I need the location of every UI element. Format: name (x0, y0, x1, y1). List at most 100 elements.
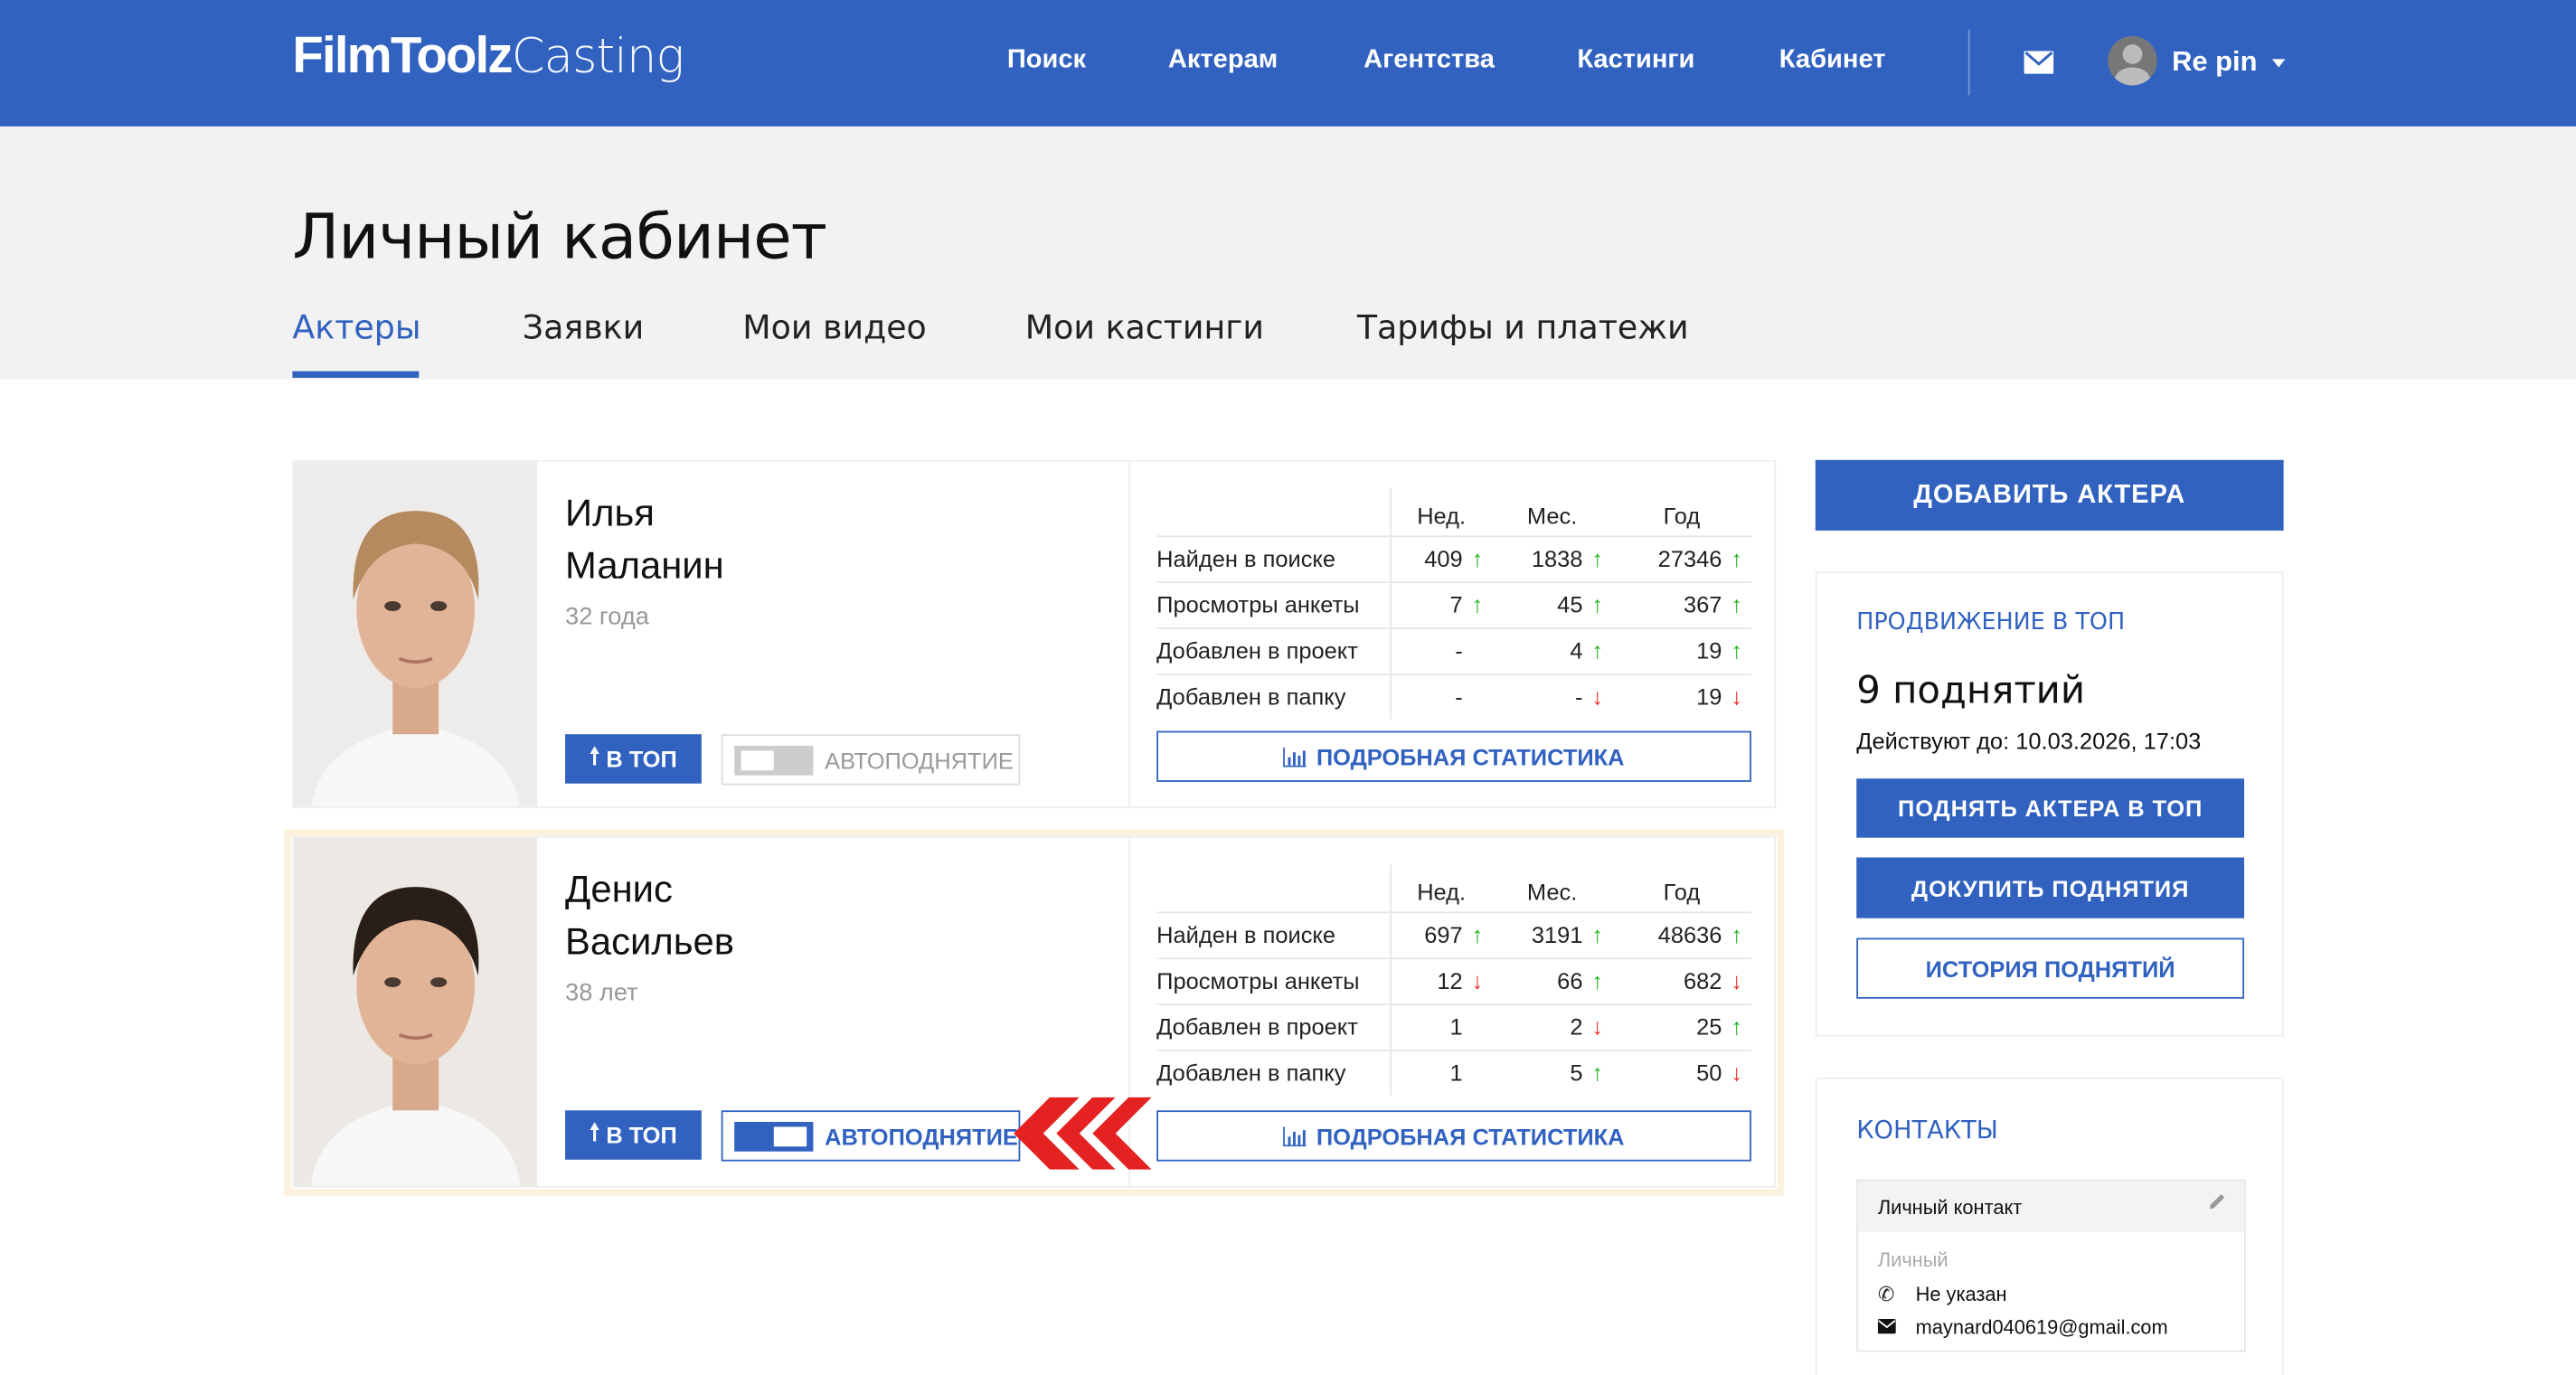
arrow-up-icon: ↑ (1471, 545, 1484, 572)
detailed-stats-button[interactable]: ПОДРОБНАЯ СТАТИСТИКА (1156, 1110, 1751, 1162)
stats-value: 5 (1570, 1060, 1583, 1087)
envelope-icon[interactable] (2024, 51, 2054, 74)
stats-cell: 19 ↑ (1611, 626, 1751, 673)
auto-raise-label: АВТОПОДНЯТИЕ (825, 1122, 1018, 1149)
stats-row: Добавлен в папку - - ↓ 19 ↓ (1156, 673, 1751, 720)
arrow-down-icon: ↓ (1471, 967, 1484, 994)
stats-row-label: Найден в поиске (1156, 910, 1391, 958)
auto-raise-toggle[interactable]: АВТОПОДНЯТИЕ (721, 1110, 1021, 1162)
stats-cell: 1 (1389, 1003, 1493, 1050)
page-header (0, 126, 2576, 380)
nav-castings[interactable]: Кастинги (1577, 45, 1695, 74)
logo[interactable]: FilmToolzCasting (292, 26, 684, 85)
actor-last-name[interactable]: Васильев (565, 919, 735, 963)
actor-last-name[interactable]: Маланин (565, 543, 724, 587)
top-navbar: FilmToolzCasting Поиск Актерам Агентства… (0, 0, 2576, 127)
stats-value: - (1455, 636, 1463, 664)
stats-cell: 27346 ↑ (1611, 534, 1751, 582)
stats-value: 3191 (1531, 921, 1583, 948)
bar-chart-icon (1283, 1125, 1307, 1146)
arrow-up-icon: ↑ (1591, 921, 1603, 948)
actor-photo[interactable] (294, 461, 538, 807)
stats-table: Нед. Мес. Год Найден в поиске 697 ↑ 3191 ↑ 48… (1156, 863, 1751, 1096)
caret-down-icon[interactable] (2271, 59, 2286, 68)
actor-card: Денис Васильев 38 лет 🠕 В ТОП АВТОПОДНЯТИ… (292, 835, 1778, 1188)
nav-agencies[interactable]: Агентства (1363, 45, 1495, 74)
raise-actor-button[interactable]: ПОДНЯТЬ АКТЕРА В ТОП (1856, 778, 2245, 838)
stats-value: 7 (1449, 591, 1463, 618)
stats-value: 48636 (1657, 921, 1722, 948)
stats-value: 367 (1683, 591, 1722, 618)
stats-cell: 48636 ↑ (1611, 910, 1751, 958)
stats-value: 4 (1570, 636, 1583, 664)
toggle-switch[interactable] (734, 1121, 814, 1151)
arrow-up-icon: ↑ (1471, 591, 1484, 618)
stats-value: 12 (1437, 967, 1463, 994)
tab-actors[interactable]: Актеры (292, 306, 421, 347)
pencil-icon[interactable] (2208, 1192, 2226, 1210)
actor-first-name[interactable]: Денис (565, 867, 673, 910)
avatar[interactable] (2108, 35, 2157, 86)
stats-cell: - (1389, 673, 1493, 720)
stats-row: Добавлен в проект 1 2 ↓ 25 ↑ (1156, 1003, 1751, 1050)
user-name[interactable]: Re pin (2172, 45, 2258, 78)
auto-raise-label: АВТОПОДНЯТИЕ (825, 746, 1014, 773)
stats-row: Найден в поиске 697 ↑ 3191 ↑ 48636 ↑ (1156, 910, 1751, 958)
to-top-button[interactable]: 🠕 В ТОП (565, 1110, 702, 1160)
arrow-up-icon: ↑ (1591, 636, 1603, 664)
actor-first-name[interactable]: Илья (565, 491, 655, 534)
arrow-down-icon: ↓ (1731, 967, 1742, 994)
logo-bold: FilmToolz (292, 26, 513, 84)
stats-value: 2 (1570, 1013, 1583, 1041)
arrow-down-icon: ↓ (1591, 1013, 1603, 1041)
actor-age: 38 лет (565, 978, 638, 1007)
arrow-down-icon: ↓ (1731, 1060, 1742, 1087)
detailed-stats-button[interactable]: ПОДРОБНАЯ СТАТИСТИКА (1156, 730, 1751, 782)
nav-search[interactable]: Поиск (1006, 45, 1087, 74)
promo-panel: ПРОДВИЖЕНИЕ В ТОП 9 поднятий Действуют д… (1815, 571, 2284, 1037)
promo-title: ПРОДВИЖЕНИЕ В ТОП (1856, 609, 2126, 636)
stats-cell: 2 ↓ (1492, 1003, 1612, 1050)
stats-value: 25 (1696, 1013, 1722, 1041)
buy-raises-button[interactable]: ДОКУПИТЬ ПОДНЯТИЯ (1856, 857, 2245, 918)
arrow-down-icon: ↓ (1591, 683, 1603, 711)
stats-cell: 19 ↓ (1611, 673, 1751, 720)
col-year: Год (1663, 503, 1701, 530)
stats-row-label: Добавлен в проект (1156, 626, 1391, 673)
contact-card: Личный контакт Личный ✆ Не указан maynar… (1856, 1179, 2246, 1352)
detailed-stats-label: ПОДРОБНАЯ СТАТИСТИКА (1316, 743, 1625, 770)
stats-panel: Нед. Мес. Год Найден в поиске 409 ↑ 1838 ↑ 27… (1128, 461, 1778, 807)
tab-videos[interactable]: Мои видео (742, 306, 927, 347)
arrow-up-icon: ↑ (1591, 967, 1603, 994)
actor-age: 32 года (565, 602, 649, 631)
stats-row-label: Добавлен в папку (1156, 1049, 1391, 1096)
stats-row: Найден в поиске 409 ↑ 1838 ↑ 27346 ↑ (1156, 534, 1751, 582)
raise-history-button[interactable]: ИСТОРИЯ ПОДНЯТИЙ (1856, 937, 2245, 999)
stats-panel: Нед. Мес. Год Найден в поиске 697 ↑ 3191 ↑ 48… (1128, 837, 1778, 1186)
add-actor-button[interactable]: ДОБАВИТЬ АКТЕРА (1815, 459, 2284, 531)
nav-cabinet[interactable]: Кабинет (1779, 45, 1886, 74)
col-week: Нед. (1389, 487, 1493, 536)
stats-cell: 4 ↑ (1492, 626, 1612, 673)
contact-email[interactable]: maynard040619@gmail.com (1915, 1315, 2168, 1339)
stats-cell: 12 ↓ (1389, 956, 1493, 1004)
to-top-button[interactable]: 🠕 В ТОП (565, 734, 702, 784)
contact-card-header (1858, 1181, 2245, 1232)
arrow-up-icon: ↑ (1471, 921, 1484, 948)
stats-value: 1838 (1531, 545, 1583, 572)
phone-icon: ✆ (1877, 1283, 1895, 1306)
stats-value: 682 (1683, 967, 1722, 994)
tab-castings[interactable]: Мои кастинги (1024, 306, 1265, 347)
toggle-switch[interactable] (734, 745, 814, 775)
tab-requests[interactable]: Заявки (522, 306, 645, 347)
stats-cell: - ↓ (1492, 673, 1612, 720)
nav-actors[interactable]: Актерам (1167, 45, 1279, 74)
auto-raise-toggle[interactable]: АВТОПОДНЯТИЕ (721, 734, 1021, 786)
tab-tariffs[interactable]: Тарифы и платежи (1356, 306, 1689, 347)
actor-photo[interactable] (294, 837, 538, 1186)
stats-value: 66 (1557, 967, 1583, 994)
stats-value: 45 (1557, 591, 1583, 618)
stats-row-label: Просмотры анкеты (1156, 580, 1391, 628)
divider (1967, 29, 1970, 96)
